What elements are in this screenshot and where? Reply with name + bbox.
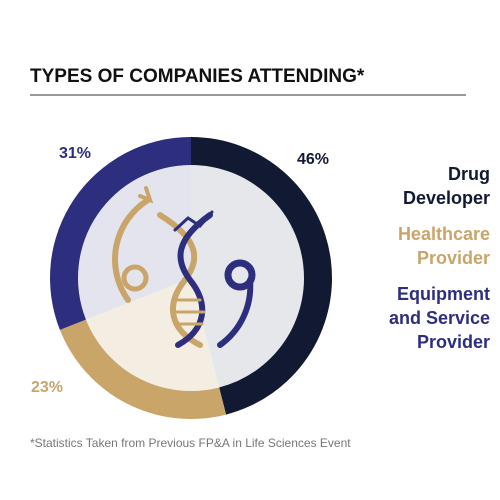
donut [50, 137, 332, 419]
legend-entry: Equipment and Service Provider [388, 284, 490, 352]
value-label: 23% [31, 379, 63, 396]
value-label: 46% [297, 151, 329, 168]
footnote: *Statistics Taken from Previous FP&A in … [30, 436, 351, 450]
inner-wedge [77, 165, 191, 320]
legend: Drug Developer Healthcare Provider Equipme… [365, 162, 490, 366]
legend-entry: Healthcare Provider [397, 224, 490, 268]
inner-wedge [85, 278, 220, 391]
illustration [112, 186, 256, 348]
donut-segment [50, 137, 192, 330]
chart-title: TYPES OF COMPANIES ATTENDING* [30, 66, 365, 87]
inner-wedge [191, 165, 304, 388]
donut-segment [59, 319, 227, 419]
donut-segment [191, 137, 332, 415]
legend-entry: Drug Developer [402, 164, 490, 208]
value-label: 31% [59, 145, 91, 162]
